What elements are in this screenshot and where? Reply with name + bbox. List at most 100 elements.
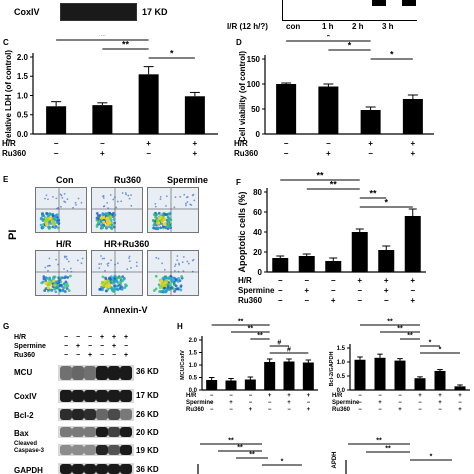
event-dot [164, 290, 168, 294]
event-dot [177, 276, 180, 280]
event-dot [108, 225, 111, 229]
event-dot [66, 284, 70, 288]
event-dot [80, 201, 83, 204]
event-dot [106, 287, 110, 291]
treatment-mark: − [287, 407, 291, 413]
treatment-mark: − [398, 400, 402, 406]
treatment-mark: − [284, 149, 289, 158]
event-dot [53, 287, 57, 291]
blot-band [60, 409, 72, 420]
event-dot [120, 200, 123, 203]
treatment-mark: − [410, 286, 415, 295]
bar [276, 84, 297, 134]
significance-label: * [384, 198, 388, 208]
event-dot [44, 197, 46, 200]
blot-treatment-mark: + [88, 352, 93, 359]
event-dot [41, 214, 44, 218]
event-dot [120, 285, 123, 289]
significance-label: # [287, 347, 291, 354]
event-dot [119, 276, 123, 280]
event-dot [179, 195, 182, 198]
event-dot [52, 279, 56, 283]
event-dot [151, 218, 155, 222]
event-dot [157, 257, 160, 260]
treatment-label: Ru360 [186, 407, 205, 413]
y-tick-label: 0.5 [189, 376, 198, 382]
treatment-mark: − [438, 407, 442, 413]
blot-band [96, 427, 108, 437]
flow-cytometry-plot [147, 187, 199, 233]
event-dot [55, 197, 58, 200]
event-dot [51, 221, 55, 225]
panel-letter-d: D [236, 38, 242, 47]
event-dot [174, 265, 176, 268]
y-tick-label: 20 [253, 248, 262, 257]
event-dot [186, 260, 189, 263]
event-dot [56, 285, 59, 289]
coxiv-kd-top: 17 KD [142, 7, 168, 17]
significance-label: ** [99, 35, 107, 41]
treatment-label: Ru360 [234, 149, 259, 158]
treatment-mark: − [54, 149, 59, 158]
event-dot [169, 286, 173, 290]
event-dot [44, 276, 48, 280]
treatment-mark: − [210, 393, 214, 399]
event-dot [173, 290, 176, 293]
event-dot [159, 195, 162, 198]
time-con: con [286, 22, 301, 31]
event-dot [119, 280, 123, 284]
event-dot [115, 206, 118, 209]
event-dot [187, 262, 190, 265]
treatment-label: Spermine [238, 286, 275, 295]
time-2h: 2 h [352, 22, 364, 31]
event-dot [189, 203, 192, 206]
panel-letter-f: F [236, 178, 241, 187]
event-dot [55, 258, 58, 261]
treatment-mark: + [384, 286, 389, 295]
event-dot [165, 195, 168, 198]
event-dot [170, 279, 174, 283]
event-dot [98, 263, 101, 265]
event-dot [173, 206, 176, 209]
treatment-mark: + [418, 393, 422, 399]
treatment-mark: − [358, 407, 362, 413]
event-dot [152, 213, 156, 217]
event-dot [116, 288, 120, 292]
event-dot [115, 279, 119, 283]
event-dot [46, 265, 49, 268]
blot-kd-label: 17 KD [136, 391, 159, 400]
event-dot [161, 276, 165, 280]
blot-band [120, 427, 132, 437]
event-dot [176, 280, 180, 283]
event-dot [113, 213, 117, 217]
event-dot [104, 269, 106, 272]
bar [298, 256, 315, 272]
treatment-mark: + [229, 400, 233, 406]
flow-cytometry-plot [147, 250, 199, 296]
event-dot [135, 261, 138, 264]
event-dot [167, 219, 170, 223]
blot-band [108, 427, 120, 437]
event-dot [171, 276, 175, 280]
treatment-mark: − [357, 286, 362, 295]
event-dot [177, 270, 180, 273]
significance-label: # [277, 340, 281, 347]
event-dot [109, 215, 113, 219]
blot-band [120, 464, 132, 474]
flow-title-con: Con [56, 175, 74, 185]
event-dot [191, 270, 194, 273]
event-dot [169, 218, 173, 222]
event-dot [165, 278, 169, 283]
significance-label: ** [397, 326, 403, 333]
blot-kd-label: 36 KD [136, 465, 159, 474]
treatment-mark: + [458, 393, 462, 399]
flow-cytometry-plot [91, 187, 143, 233]
event-dot [61, 197, 64, 199]
y-tick-label: 0.0 [337, 388, 346, 394]
treatment-mark: + [307, 407, 311, 413]
event-dot [159, 226, 163, 230]
event-dot [165, 204, 167, 207]
treatment-label: H/R [234, 139, 248, 148]
blot-treatment-label: H/R [14, 334, 27, 341]
